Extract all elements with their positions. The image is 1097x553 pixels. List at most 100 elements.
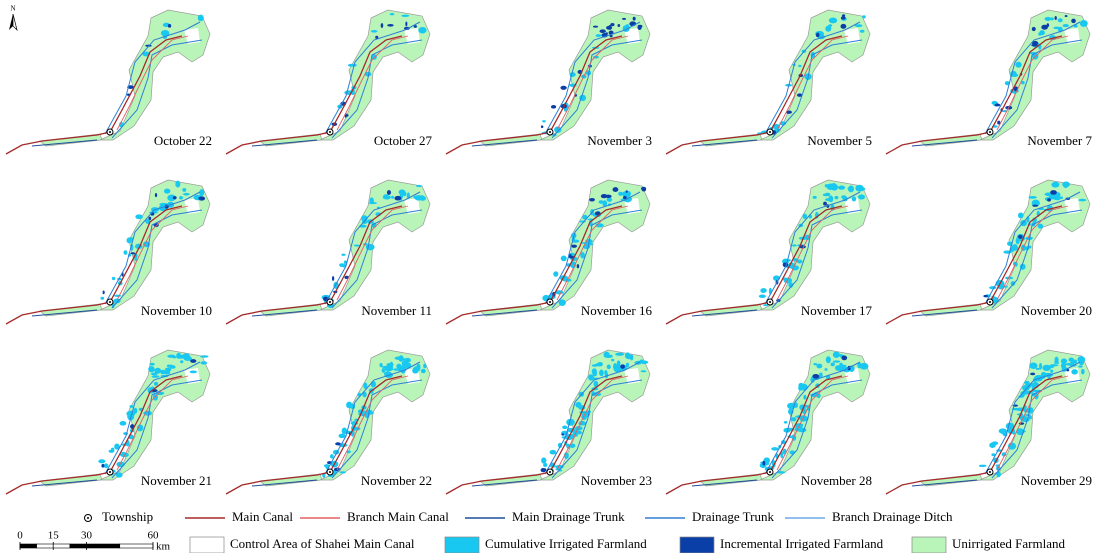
irrigated-patch [423,364,426,369]
incremental-patch [335,442,341,445]
irrigated-patch [640,361,648,365]
incremental-patch [840,24,846,29]
incremental-patch [638,25,643,28]
irrigated-patch [803,395,806,400]
map-panel: November 11 [226,180,432,324]
map-panel: November 29 [886,350,1092,494]
irrigated-patch [183,193,190,196]
map-panel: November 20 [886,180,1092,324]
irrigated-patch [800,427,803,430]
north-arrow [13,14,17,30]
irrigated-patch [626,363,629,368]
irrigated-patch [578,431,582,434]
irrigated-patch [570,72,576,77]
irrigated-patch [825,193,830,195]
incremental-patch [332,276,334,281]
irrigated-patch [416,185,422,187]
irrigated-patch [596,34,602,37]
legend-label: Branch Main Canal [347,509,449,524]
irrigated-patch [134,408,138,414]
scale-segment [120,544,153,548]
irrigated-patch [200,355,208,357]
legend-label: Main Canal [232,509,293,524]
irrigated-patch [798,65,801,67]
irrigated-patch [339,263,345,267]
irrigated-patch [1038,224,1044,229]
irrigated-patch [382,368,385,373]
incremental-patch [577,264,580,268]
irrigated-patch [541,457,546,463]
irrigated-patch [852,196,856,201]
map-panel: November 7 [886,10,1092,154]
map-panel: November 22 [226,350,432,494]
irrigated-patch [150,363,155,366]
township-dot [109,301,111,303]
irrigated-patch [542,120,546,122]
legend-label: Main Drainage Trunk [512,509,625,524]
incremental-patch [543,468,546,471]
irrigated-patch [123,250,127,255]
incremental-patch [620,364,625,368]
irrigated-patch [588,374,594,380]
scale-tick-label: 15 [48,530,60,542]
irrigated-patch [1045,17,1052,21]
panel-label: October 27 [374,133,433,148]
scale-segment [53,544,70,548]
irrigated-patch [613,363,617,370]
incremental-patch [601,194,608,198]
incremental-patch [589,198,595,201]
incremental-patch [626,190,628,193]
irrigated-patch [813,196,817,199]
legend-label: Drainage Trunk [692,509,774,524]
incremental-patch [762,461,765,466]
incremental-patch [1047,198,1051,201]
irrigated-patch [175,181,180,188]
irrigated-patch [120,421,127,426]
incremental-patch [641,187,646,191]
irrigated-patch [421,369,426,373]
irrigated-patch [182,188,186,192]
township-dot [549,471,551,473]
irrigated-patch [592,368,597,375]
incremental-patch [593,26,598,28]
irrigated-patch [415,195,423,201]
irrigated-patch [824,368,827,371]
irrigated-patch [834,196,838,199]
township-dot [549,131,551,133]
irrigated-patch [1015,62,1021,68]
incremental-patch [1030,373,1035,376]
incremental-patch [1031,44,1037,46]
irrigated-patch [1039,363,1042,370]
irrigated-patch [339,434,346,439]
irrigated-patch [180,360,183,363]
irrigated-patch [418,27,426,34]
irrigated-patch [1078,365,1082,367]
irrigated-patch [393,368,398,370]
irrigated-patch [1063,183,1068,188]
map-panel: November 16 [446,180,652,324]
township-dot [109,131,111,133]
incremental-patch [541,125,543,128]
panel-label: November 29 [1021,473,1092,488]
irrigated-patch [828,24,832,27]
irrigated-patch [562,425,567,429]
legend-symbol [190,537,224,553]
irrigated-patch [135,214,143,219]
township-dot [329,301,331,303]
irrigated-patch [1058,18,1063,22]
incremental-patch [841,356,847,361]
irrigated-patch [190,370,197,373]
legend-symbol [680,537,714,553]
panel-label: November 28 [801,473,872,488]
map-panel: October 22 [6,10,212,154]
irrigated-patch [396,364,401,369]
incremental-patch [1032,27,1036,31]
irrigated-patch [383,194,388,197]
township-dot [109,471,111,473]
legend-label: Cumulative Irrigated Farmland [485,536,647,551]
incremental-patch [1050,190,1057,195]
irrigated-patch [354,244,360,246]
incremental-patch [812,374,819,379]
irrigated-patch [1036,368,1040,370]
irrigated-patch [391,196,394,199]
